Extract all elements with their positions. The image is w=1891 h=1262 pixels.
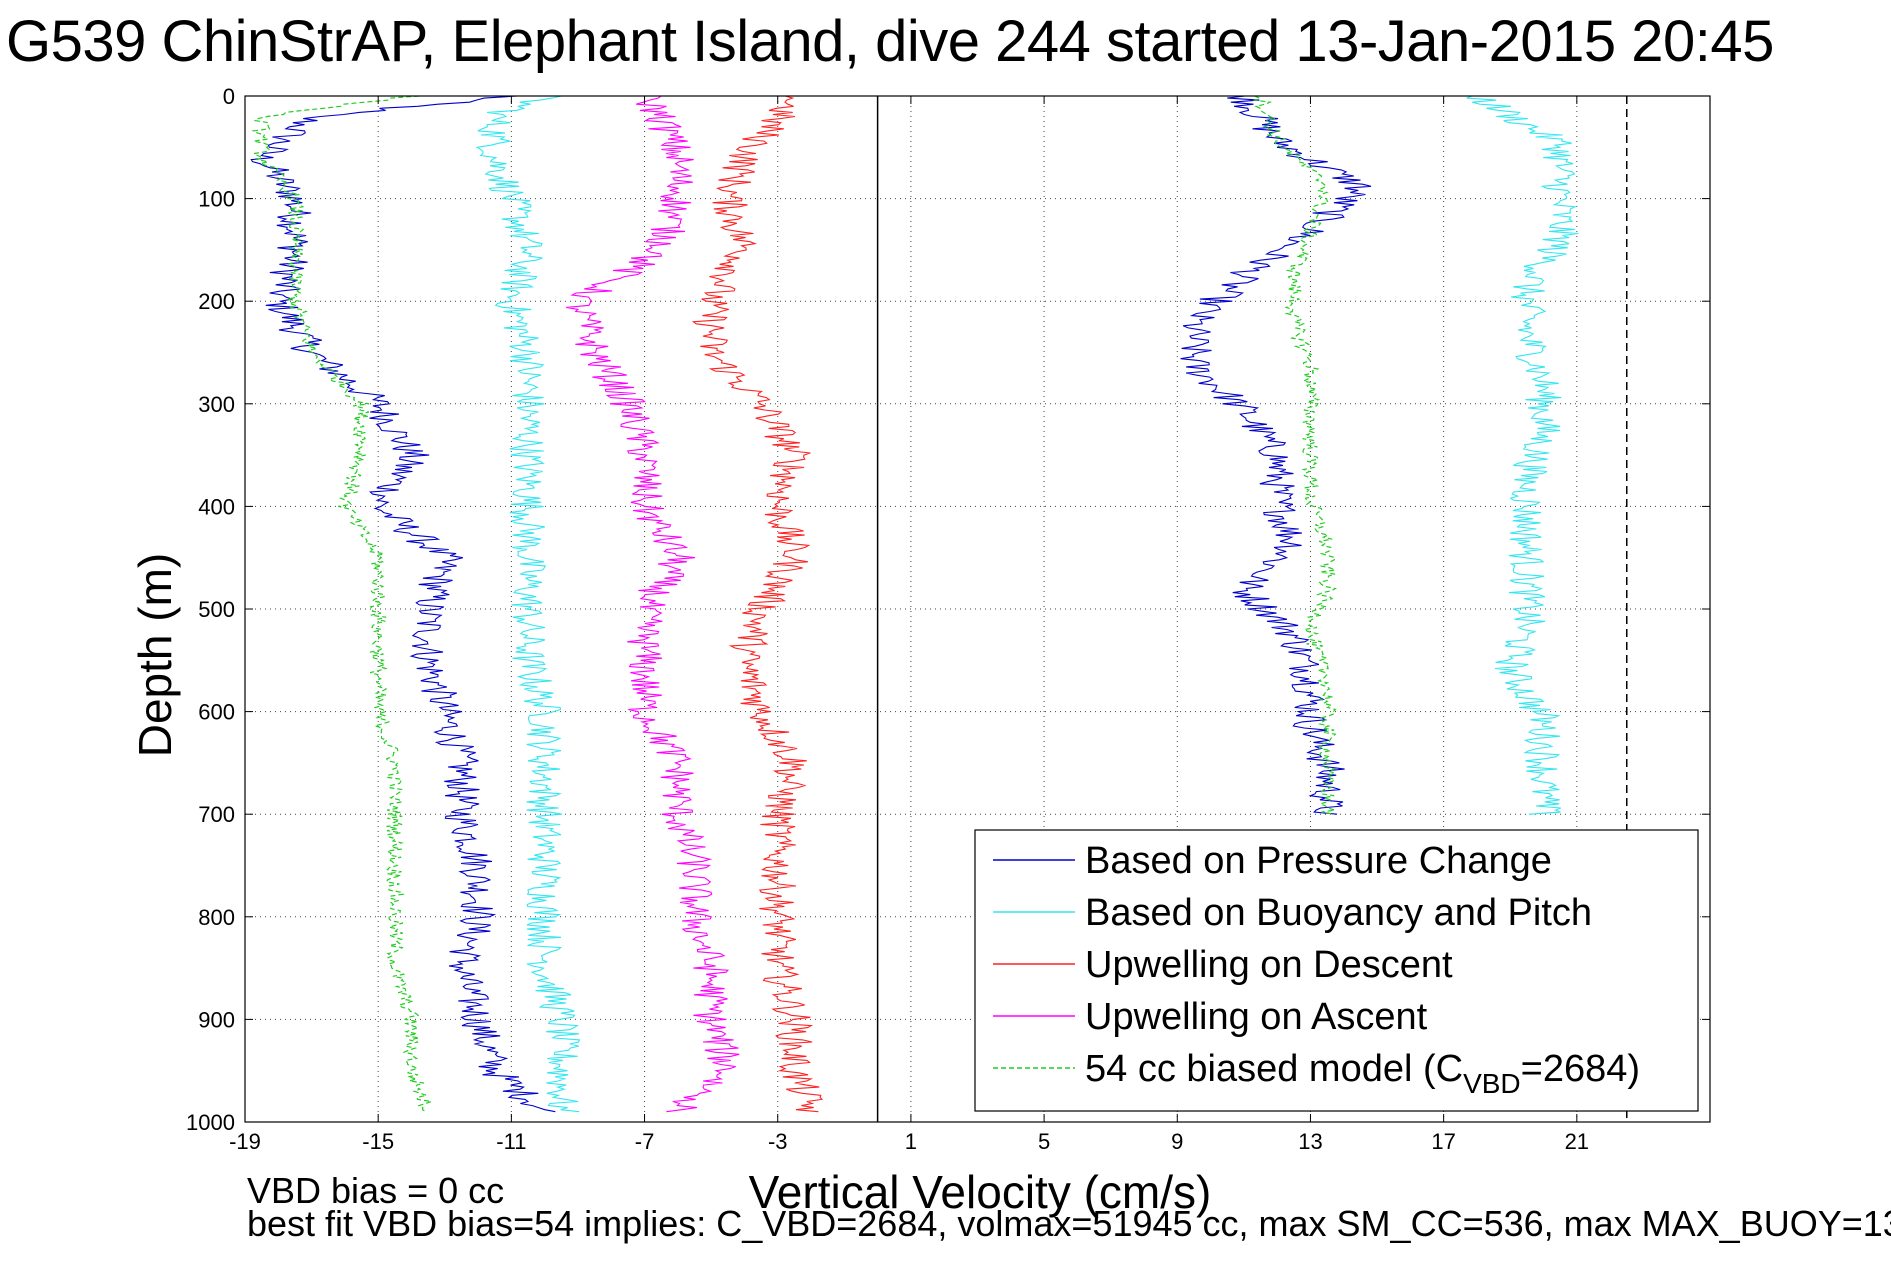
54-cc-biased-model-c-vbd-2684-descent-line [251, 95, 432, 1113]
y-tick-label: 500 [198, 597, 235, 622]
upwelling-on-ascent-line [566, 95, 740, 1113]
y-tick-label: 700 [198, 802, 235, 827]
54-cc-biased-model-c-vbd-2684-ascent-line [1252, 95, 1338, 815]
x-tick-label: 1 [905, 1129, 917, 1154]
legend-label: Upwelling on Descent [1085, 944, 1453, 986]
x-tick-label: -7 [635, 1129, 655, 1154]
y-tick-label: 1000 [186, 1110, 235, 1135]
x-tick-label: -19 [229, 1129, 261, 1154]
best-fit-note: best fit VBD bias=54 implies: C_VBD=2684… [247, 1203, 1891, 1244]
x-tick-label: 9 [1171, 1129, 1183, 1154]
y-tick-label: 800 [198, 905, 235, 930]
based-on-buoyancy-and-pitch-ascent-line [1466, 95, 1579, 815]
y-tick-label: 300 [198, 392, 235, 417]
x-tick-label: 17 [1431, 1129, 1455, 1154]
chart-title: G539 ChinStrAP, Elephant Island, dive 24… [6, 9, 1774, 74]
y-tick-label: 200 [198, 289, 235, 314]
x-tick-label: -11 [496, 1129, 526, 1154]
y-tick-label: 400 [198, 494, 235, 519]
x-tick-label: 5 [1038, 1129, 1050, 1154]
based-on-pressure-change-descent-line [250, 95, 556, 1113]
legend-label: Based on Buoyancy and Pitch [1085, 892, 1592, 934]
x-tick-label: -3 [768, 1129, 788, 1154]
legend-box [974, 829, 1699, 1112]
y-tick-label: 600 [198, 700, 235, 725]
legend-label: Based on Pressure Change [1085, 840, 1552, 882]
x-tick-label: 21 [1565, 1129, 1589, 1154]
upwelling-on-descent-line [692, 95, 824, 1113]
y-tick-label: 900 [198, 1007, 235, 1032]
x-axis-label: Vertical Velocity (cm/s) [748, 1166, 1212, 1218]
vbd-bias-note: VBD bias = 0 cc [247, 1170, 505, 1211]
based-on-pressure-change-ascent-line [1180, 95, 1372, 815]
based-on-buoyancy-and-pitch-descent-line [475, 95, 581, 1113]
legend-label: 54 cc biased model (CVBD=2684) [1085, 1048, 1640, 1099]
y-tick-label: 100 [198, 187, 235, 212]
x-tick-label: 13 [1298, 1129, 1322, 1154]
legend-label: Upwelling on Ascent [1085, 996, 1428, 1038]
y-tick-label: 0 [223, 84, 235, 109]
x-tick-label: -15 [362, 1129, 394, 1154]
